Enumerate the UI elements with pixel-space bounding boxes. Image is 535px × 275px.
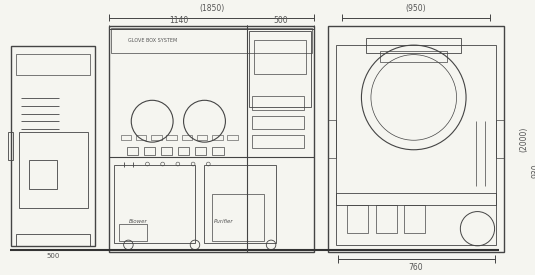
Bar — [19, 132, 88, 208]
Bar — [151, 134, 162, 140]
Bar — [195, 147, 207, 155]
Bar — [252, 97, 304, 110]
Bar — [178, 147, 189, 155]
Bar — [404, 205, 425, 233]
Bar — [16, 234, 90, 246]
Bar — [212, 147, 224, 155]
Bar — [496, 120, 504, 158]
Bar — [28, 160, 57, 189]
Bar — [114, 165, 195, 243]
Bar — [182, 134, 192, 140]
Bar — [121, 134, 131, 140]
Bar — [126, 147, 138, 155]
Bar — [197, 134, 208, 140]
Text: 930: 930 — [532, 164, 535, 178]
Bar — [212, 134, 223, 140]
Bar — [366, 39, 461, 53]
Bar — [328, 120, 336, 158]
Bar — [336, 192, 496, 245]
Bar — [328, 26, 504, 252]
Text: 500: 500 — [273, 16, 288, 25]
Text: 760: 760 — [409, 263, 423, 272]
Text: Blower: Blower — [128, 219, 147, 224]
Bar — [252, 116, 304, 129]
Bar — [212, 194, 264, 241]
Text: (2000): (2000) — [519, 126, 529, 152]
Bar — [376, 205, 396, 233]
Bar — [16, 54, 90, 75]
Bar — [166, 134, 177, 140]
Bar — [143, 147, 155, 155]
Bar — [7, 132, 13, 160]
Text: Purifier: Purifier — [214, 219, 234, 224]
Bar — [160, 147, 172, 155]
Bar — [204, 165, 276, 243]
Text: GLOVE BOX SYSTEM: GLOVE BOX SYSTEM — [128, 38, 178, 43]
Bar — [109, 26, 314, 252]
Text: (950): (950) — [406, 4, 426, 13]
Bar — [347, 205, 368, 233]
Bar — [380, 51, 447, 62]
Bar — [136, 134, 147, 140]
Bar — [227, 134, 238, 140]
Bar — [336, 45, 496, 205]
Bar — [111, 28, 312, 53]
Bar — [11, 46, 95, 246]
Text: 500: 500 — [47, 254, 60, 259]
Text: (1850): (1850) — [199, 4, 224, 13]
Bar — [252, 134, 304, 148]
Bar — [249, 31, 311, 107]
Bar — [254, 40, 306, 74]
Bar — [119, 224, 148, 241]
Text: 1140: 1140 — [169, 16, 188, 25]
